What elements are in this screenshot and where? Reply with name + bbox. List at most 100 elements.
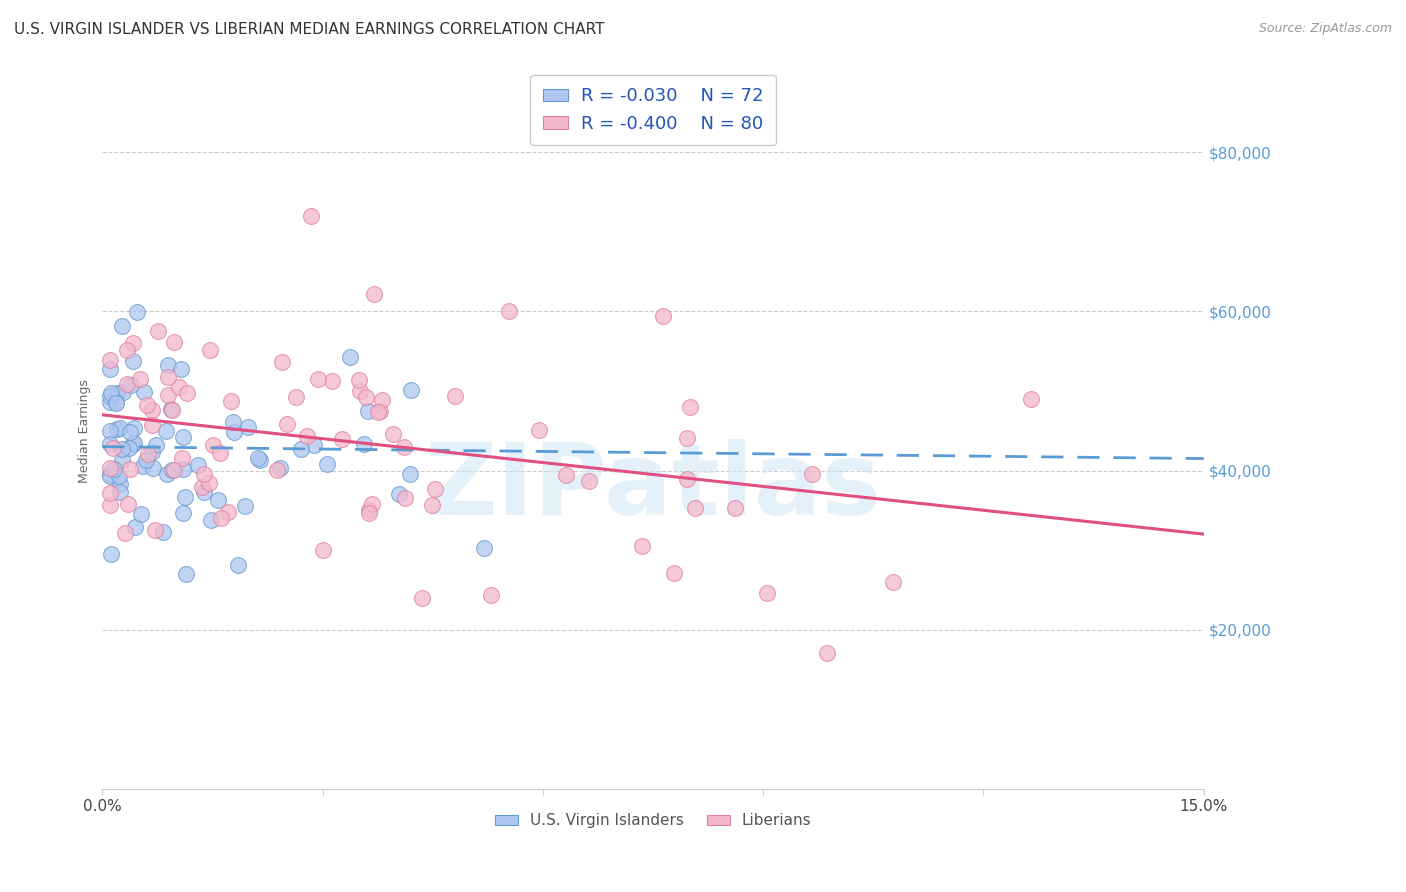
Point (118, 441, 141, 455)
Point (156, 358, 179, 372)
Point (105, 386, 128, 401)
Point (200, 513, 222, 527)
Point (112, 385, 135, 400)
Point (148, 324, 170, 338)
Point (382, 427, 405, 442)
Point (339, 350, 361, 364)
Point (111, 318, 134, 333)
Point (163, 463, 186, 477)
Point (307, 371, 329, 385)
Point (285, 390, 308, 404)
Point (356, 390, 378, 404)
Point (167, 380, 190, 394)
Point (160, 463, 183, 477)
Point (114, 525, 136, 540)
Point (266, 463, 288, 477)
Point (124, 520, 146, 534)
Point (98, 469, 121, 483)
Point (152, 524, 174, 539)
Point (141, 402, 163, 417)
Point (361, 497, 384, 511)
Point (302, 438, 325, 452)
Point (124, 421, 146, 435)
Point (411, 591, 433, 605)
Point (756, 585, 779, 599)
Point (156, 467, 179, 481)
Point (110, 485, 132, 500)
Point (368, 404, 391, 418)
Point (479, 588, 502, 602)
Point (104, 394, 127, 409)
Point (160, 401, 183, 416)
Point (222, 415, 245, 429)
Point (124, 436, 146, 450)
Y-axis label: Median Earnings: Median Earnings (79, 379, 91, 483)
Point (118, 462, 141, 476)
Point (392, 440, 415, 454)
Point (290, 442, 312, 456)
Point (117, 497, 139, 511)
Point (209, 511, 232, 525)
Point (676, 431, 699, 445)
Point (110, 476, 132, 491)
Point (197, 475, 219, 490)
Point (170, 451, 193, 466)
Point (98, 424, 121, 438)
Point (172, 430, 194, 444)
Point (141, 418, 163, 433)
Point (193, 467, 215, 482)
Point (132, 384, 155, 399)
Point (578, 474, 600, 488)
Point (219, 394, 242, 409)
Point (420, 498, 443, 512)
Point (193, 484, 215, 499)
Point (347, 373, 370, 387)
Point (357, 503, 380, 517)
Point (155, 424, 177, 438)
Point (120, 425, 142, 439)
Point (371, 392, 394, 407)
Point (198, 343, 221, 358)
Point (105, 422, 128, 436)
Point (683, 501, 706, 516)
Point (312, 542, 335, 557)
Point (129, 372, 152, 386)
Point (330, 432, 353, 446)
Point (142, 461, 165, 475)
Point (675, 472, 697, 486)
Point (156, 370, 179, 384)
Point (191, 480, 214, 494)
Point (527, 423, 550, 437)
Point (498, 304, 520, 318)
Point (173, 490, 195, 504)
Point (270, 355, 292, 369)
Point (724, 501, 747, 516)
Point (136, 447, 159, 461)
Point (157, 388, 180, 402)
Point (187, 458, 209, 473)
Point (1019, 392, 1042, 406)
Point (399, 383, 422, 397)
Point (356, 404, 378, 418)
Point (357, 506, 380, 520)
Point (399, 467, 422, 482)
Point (117, 343, 139, 357)
Point (246, 450, 269, 465)
Point (160, 402, 183, 417)
Point (269, 460, 291, 475)
Point (100, 386, 122, 401)
Point (98, 362, 121, 376)
Point (222, 425, 245, 439)
Point (472, 541, 495, 555)
Point (679, 400, 702, 414)
Point (108, 420, 131, 434)
Point (98, 436, 121, 450)
Point (249, 453, 271, 467)
Point (111, 453, 134, 467)
Point (815, 646, 838, 660)
Point (162, 334, 184, 349)
Point (145, 523, 167, 537)
Point (136, 398, 159, 412)
Point (233, 499, 256, 513)
Point (423, 482, 446, 496)
